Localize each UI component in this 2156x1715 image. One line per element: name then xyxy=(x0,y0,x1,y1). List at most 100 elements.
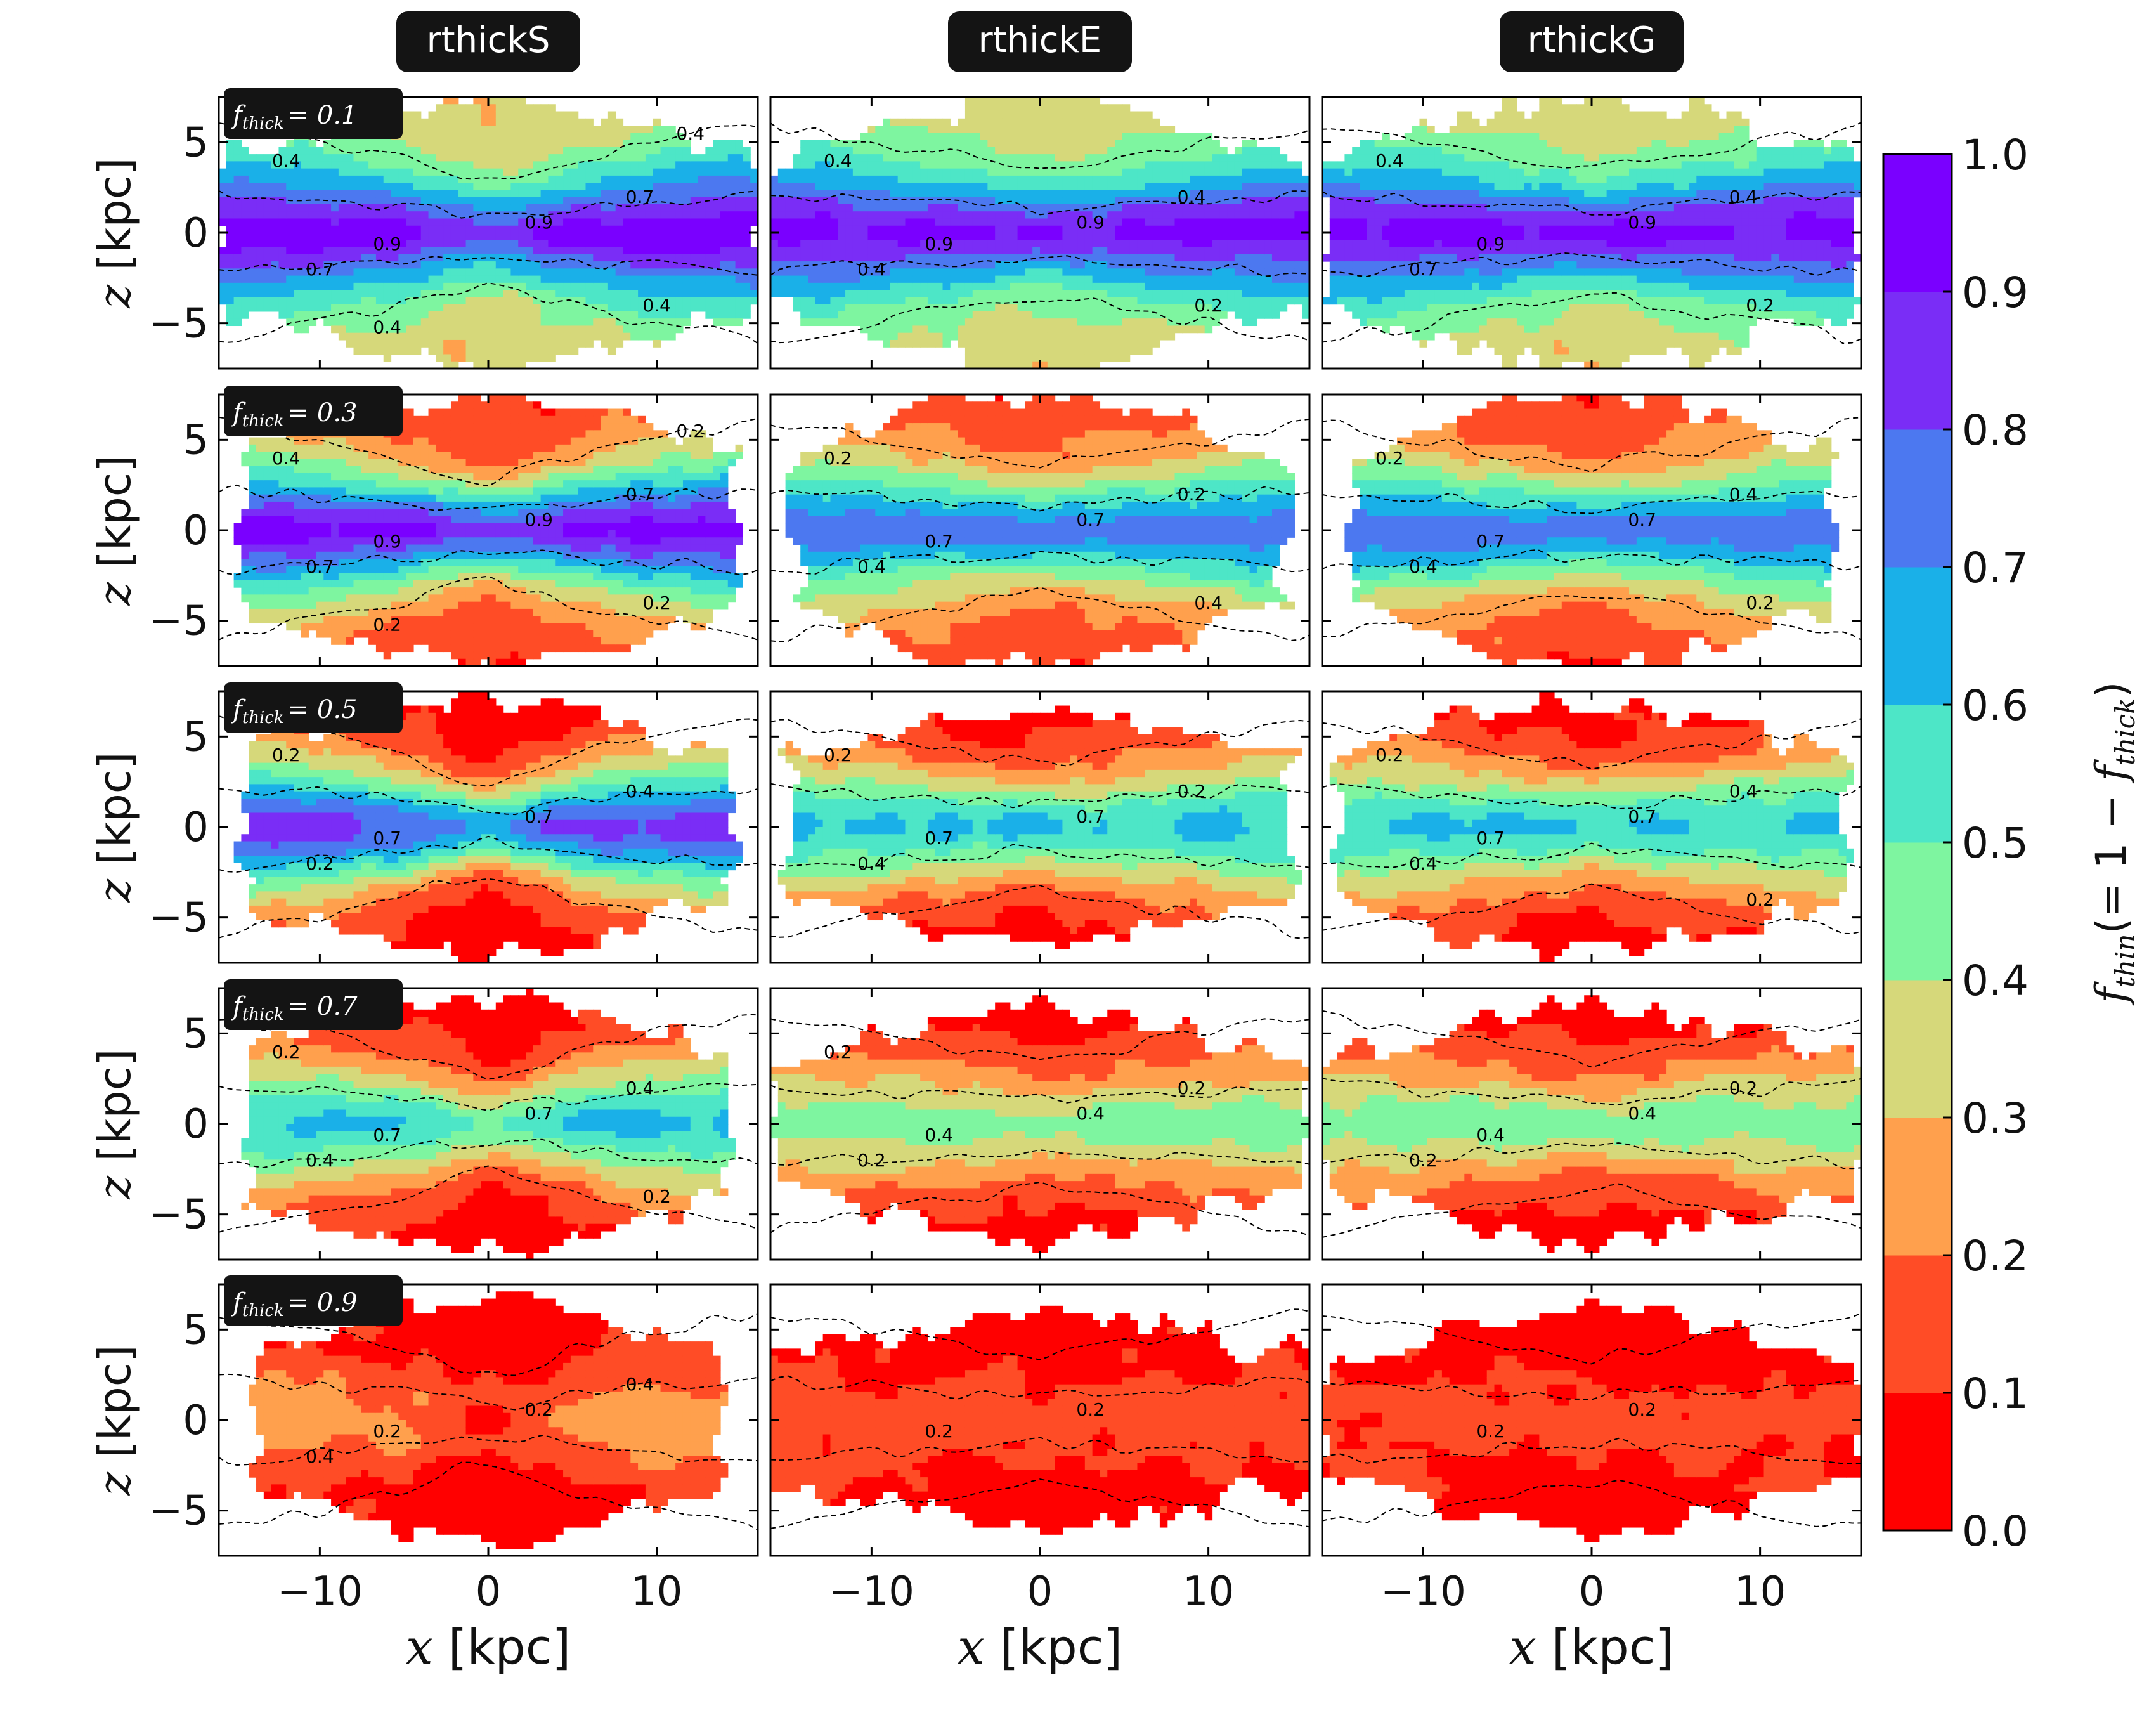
cell xyxy=(526,495,533,502)
cell xyxy=(503,651,511,659)
cell xyxy=(638,466,646,474)
cell xyxy=(488,297,496,304)
cell xyxy=(578,602,586,610)
cell xyxy=(398,899,406,906)
cell xyxy=(346,530,354,538)
cell xyxy=(406,140,413,148)
cell xyxy=(608,566,616,573)
cell xyxy=(309,318,316,326)
cell xyxy=(563,545,571,552)
cell xyxy=(705,438,713,445)
cell xyxy=(578,573,586,581)
cell xyxy=(616,169,623,176)
cell xyxy=(271,297,279,304)
cell xyxy=(241,594,249,602)
cell xyxy=(608,487,616,495)
cell xyxy=(286,827,294,835)
cell xyxy=(294,812,301,820)
cell xyxy=(473,609,481,616)
cell xyxy=(354,856,361,863)
cell xyxy=(691,509,698,516)
cell xyxy=(601,333,608,341)
cell xyxy=(608,509,616,516)
cell xyxy=(323,755,331,763)
cell xyxy=(720,240,728,247)
cell xyxy=(429,119,436,126)
cell xyxy=(675,459,683,466)
cell xyxy=(601,459,608,466)
cell xyxy=(623,587,631,595)
cell xyxy=(413,304,421,312)
cell xyxy=(646,459,653,466)
cell xyxy=(406,112,413,119)
cell xyxy=(571,283,578,290)
cell xyxy=(473,311,481,319)
cell xyxy=(354,233,361,240)
cell xyxy=(526,466,533,474)
cell xyxy=(481,218,488,226)
cell xyxy=(533,268,541,276)
cell xyxy=(286,623,294,630)
cell xyxy=(331,509,339,516)
cell xyxy=(391,140,399,148)
cell xyxy=(234,276,242,284)
cell xyxy=(376,755,384,763)
cell xyxy=(413,325,421,333)
cell xyxy=(481,545,488,552)
cell xyxy=(361,863,368,870)
cell xyxy=(488,423,496,431)
cell xyxy=(361,290,368,297)
cell xyxy=(451,297,458,304)
cell xyxy=(346,176,354,183)
cell xyxy=(346,799,354,806)
cell xyxy=(563,140,571,148)
cell xyxy=(541,552,549,559)
cell xyxy=(541,204,549,212)
cell xyxy=(443,340,451,348)
cell xyxy=(736,318,743,326)
cell xyxy=(503,347,511,355)
cell xyxy=(413,509,421,516)
cell xyxy=(638,268,646,276)
cell xyxy=(720,509,728,516)
cell xyxy=(488,445,496,452)
cell xyxy=(406,495,413,502)
cell xyxy=(413,261,421,269)
cell xyxy=(354,602,361,610)
cell xyxy=(361,169,368,176)
cell xyxy=(571,112,578,119)
cell xyxy=(391,452,399,459)
cell xyxy=(646,218,653,226)
cell xyxy=(526,161,533,169)
cell xyxy=(466,409,474,417)
cell xyxy=(331,480,339,488)
cell xyxy=(429,495,436,502)
cell xyxy=(421,459,429,466)
cell xyxy=(368,777,376,785)
cell xyxy=(406,126,413,133)
cell xyxy=(518,268,526,276)
cell xyxy=(713,290,720,297)
cell xyxy=(226,176,234,183)
cell xyxy=(616,247,623,255)
cell xyxy=(391,799,399,806)
cell xyxy=(661,573,668,581)
cell xyxy=(368,459,376,466)
cell xyxy=(443,623,451,630)
cell xyxy=(541,602,549,610)
cell xyxy=(264,290,271,297)
cell xyxy=(555,112,563,119)
cell xyxy=(533,473,541,481)
cell xyxy=(376,566,384,573)
cell xyxy=(421,552,429,559)
cell xyxy=(361,523,368,531)
cell xyxy=(616,226,623,233)
cell xyxy=(698,240,706,247)
cell xyxy=(354,884,361,892)
cell xyxy=(713,473,720,481)
cell xyxy=(728,509,736,516)
cell xyxy=(526,204,533,212)
cell xyxy=(346,276,354,284)
cell xyxy=(646,552,653,559)
cell xyxy=(443,276,451,284)
